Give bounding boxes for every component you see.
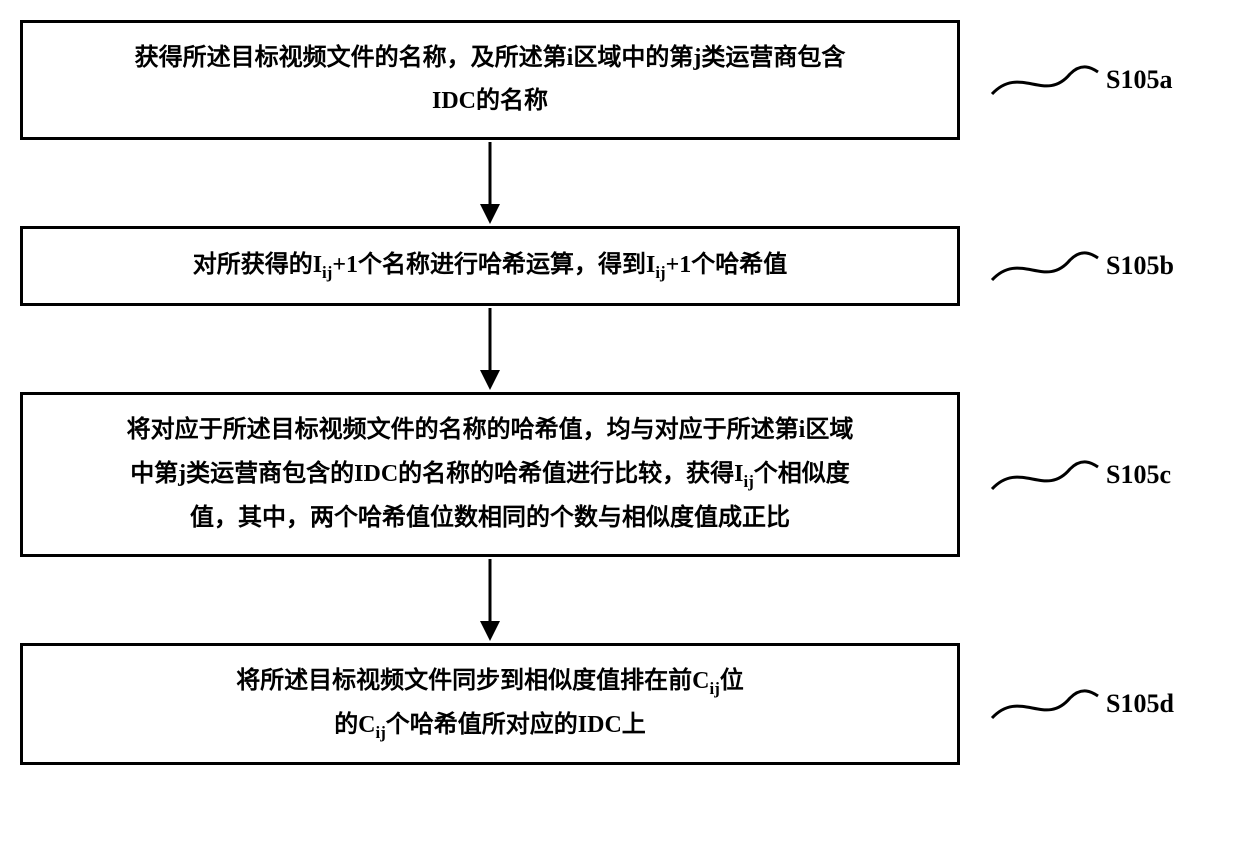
text-line: 中第j类运营商包含的IDC的名称的哈希值进行比较，获得Iij个相似度 — [130, 453, 850, 497]
step-row-S105c: 将对应于所述目标视频文件的名称的哈希值，均与对应于所述第i区域 中第j类运营商包… — [20, 392, 1220, 556]
arrow-S105c-S105d — [20, 557, 960, 643]
text-line: 将所述目标视频文件同步到相似度值排在前Cij位 — [236, 660, 744, 704]
step-row-S105b: 对所获得的Iij+1个名称进行哈希运算，得到Iij+1个哈希值 S105b — [20, 226, 1220, 306]
step-label-S105c: S105c — [990, 457, 1171, 493]
step-label-text: S105b — [1106, 251, 1174, 281]
step-label-S105a: S105a — [990, 62, 1172, 98]
wave-connector-icon — [990, 248, 1100, 284]
step-box-S105d: 将所述目标视频文件同步到相似度值排在前Cij位 的Cij个哈希值所对应的IDC上 — [20, 643, 960, 765]
text-line: 获得所述目标视频文件的名称，及所述第i区域中的第j类运营商包含 — [135, 37, 846, 80]
step-label-S105b: S105b — [990, 248, 1174, 284]
step-label-text: S105c — [1106, 460, 1171, 490]
step-label-text: S105d — [1106, 689, 1174, 719]
wave-connector-icon — [990, 457, 1100, 493]
step-label-S105d: S105d — [990, 686, 1174, 722]
text-line: 值，其中，两个哈希值位数相同的个数与相似度值成正比 — [190, 497, 790, 540]
step-box-S105b: 对所获得的Iij+1个名称进行哈希运算，得到Iij+1个哈希值 — [20, 226, 960, 306]
wave-connector-icon — [990, 62, 1100, 98]
text-line: 的Cij个哈希值所对应的IDC上 — [334, 704, 646, 748]
arrow-S105b-S105c — [20, 306, 960, 392]
step-box-S105a: 获得所述目标视频文件的名称，及所述第i区域中的第j类运营商包含 IDC的名称 — [20, 20, 960, 140]
step-label-text: S105a — [1106, 65, 1172, 95]
step-row-S105a: 获得所述目标视频文件的名称，及所述第i区域中的第j类运营商包含 IDC的名称 S… — [20, 20, 1220, 140]
text-line: IDC的名称 — [432, 80, 548, 123]
wave-connector-icon — [990, 686, 1100, 722]
step-box-S105c: 将对应于所述目标视频文件的名称的哈希值，均与对应于所述第i区域 中第j类运营商包… — [20, 392, 960, 556]
text-line: 对所获得的Iij+1个名称进行哈希运算，得到Iij+1个哈希值 — [193, 244, 788, 288]
text-line: 将对应于所述目标视频文件的名称的哈希值，均与对应于所述第i区域 — [127, 409, 854, 452]
step-row-S105d: 将所述目标视频文件同步到相似度值排在前Cij位 的Cij个哈希值所对应的IDC上… — [20, 643, 1220, 765]
flowchart-container: 获得所述目标视频文件的名称，及所述第i区域中的第j类运营商包含 IDC的名称 S… — [20, 20, 1220, 765]
arrow-S105a-S105b — [20, 140, 960, 226]
